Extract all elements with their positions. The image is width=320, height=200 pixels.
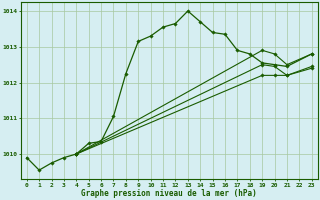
X-axis label: Graphe pression niveau de la mer (hPa): Graphe pression niveau de la mer (hPa)	[81, 189, 257, 198]
